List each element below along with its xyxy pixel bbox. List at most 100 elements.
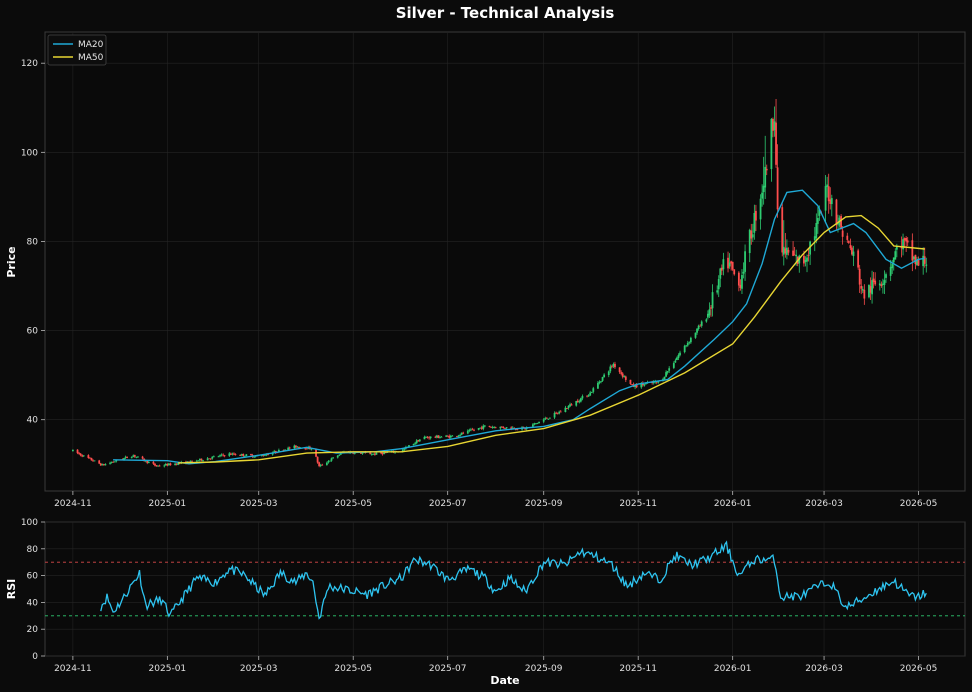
candle-up [753, 212, 756, 233]
candle-up [336, 455, 339, 458]
candle-down [112, 461, 115, 463]
candle-up [830, 198, 833, 205]
candle-down [516, 429, 519, 430]
candle-up [674, 360, 677, 363]
candle-down [629, 379, 632, 384]
candle-down [586, 395, 588, 397]
candle-down [851, 247, 853, 255]
candle-up [640, 383, 643, 388]
candle-up [804, 259, 807, 263]
candle-up [535, 423, 537, 425]
candle-up [260, 455, 263, 456]
candle-down [621, 373, 624, 377]
candle-up [243, 456, 246, 457]
candle-up [773, 121, 776, 131]
candle-up [451, 435, 454, 437]
candle-up [93, 460, 96, 462]
rsi-y-ticks: 0 20 40 60 80 100 [21, 518, 45, 662]
candle-up [679, 352, 681, 356]
x-tick-label: 2026-01 [714, 664, 752, 674]
candle-down [305, 448, 308, 450]
candle-up [361, 452, 364, 454]
candle-up [547, 418, 550, 420]
candle-down [434, 436, 437, 438]
candle-up [457, 435, 460, 437]
candle-down [141, 456, 144, 459]
candle-up [531, 424, 534, 427]
candle-down [641, 383, 644, 386]
candle-up [110, 462, 113, 463]
candle-up [569, 404, 571, 407]
candle-up [696, 328, 698, 333]
candle-up [293, 445, 296, 449]
x-tick-label: 2026-05 [900, 499, 938, 509]
candle-up [482, 425, 485, 429]
candle-down [635, 384, 638, 388]
candle-up [645, 383, 647, 385]
candle-up [168, 463, 170, 466]
candle-down [462, 432, 465, 434]
candle-up [612, 363, 615, 367]
x-tick-label: 2026-01 [714, 499, 752, 509]
candle-up [401, 449, 404, 452]
candle-up [891, 263, 894, 269]
candle-up [483, 425, 486, 427]
candle-down [298, 446, 300, 448]
candle-down [502, 426, 505, 429]
candle-down [99, 463, 102, 466]
candle-up [589, 392, 592, 396]
candle-down [775, 122, 777, 165]
candle-up [198, 458, 201, 461]
candle-up [700, 321, 703, 326]
candle-up [240, 454, 243, 456]
candle-up [327, 461, 330, 463]
candle-down [87, 455, 90, 458]
x-tick-label: 2026-03 [805, 499, 843, 509]
candle-down [262, 455, 265, 457]
candle-up [460, 432, 463, 435]
candle-up [445, 435, 448, 437]
candle-down [793, 254, 796, 256]
candle-down [501, 426, 503, 428]
candle-up [375, 452, 378, 455]
candle-up [852, 251, 855, 257]
candle-down [857, 250, 860, 268]
candle-up [425, 437, 427, 438]
candle-down [545, 417, 548, 419]
candle-up [609, 366, 612, 372]
candle-up [878, 283, 881, 286]
candle-down [787, 249, 790, 253]
candle-down [488, 425, 491, 427]
candle-up [197, 460, 200, 462]
candle-down [417, 440, 420, 442]
candle-up [666, 371, 669, 373]
candle-down [169, 463, 172, 466]
candle-up [440, 436, 443, 438]
candle-down [510, 427, 513, 430]
date-axis-label: Date [490, 674, 519, 687]
candle-up [759, 198, 762, 220]
candle-up [711, 292, 714, 309]
candle-down [923, 256, 926, 264]
rsi-grid [45, 521, 965, 657]
candle-up [861, 289, 864, 291]
candle-up [882, 283, 884, 285]
candle-up [688, 341, 691, 343]
candle-up [894, 251, 897, 260]
candle-up [499, 426, 502, 429]
candle-down [76, 449, 79, 454]
candle-up [762, 185, 765, 193]
candle-up [418, 439, 421, 442]
candle-up [296, 446, 299, 448]
candle-up [211, 456, 214, 459]
candle-down [803, 255, 805, 264]
candle-up [468, 429, 471, 431]
candle-up [694, 332, 697, 338]
candle-up [253, 456, 255, 458]
candle-up [329, 460, 331, 462]
candle-up [459, 434, 461, 436]
candle-down [699, 325, 702, 327]
candle-up [809, 241, 812, 255]
candle-down [846, 235, 849, 240]
rsi-panel: 0 20 40 60 80 100 2024-11 2025-01 2025-03 2025-0… [5, 518, 966, 687]
